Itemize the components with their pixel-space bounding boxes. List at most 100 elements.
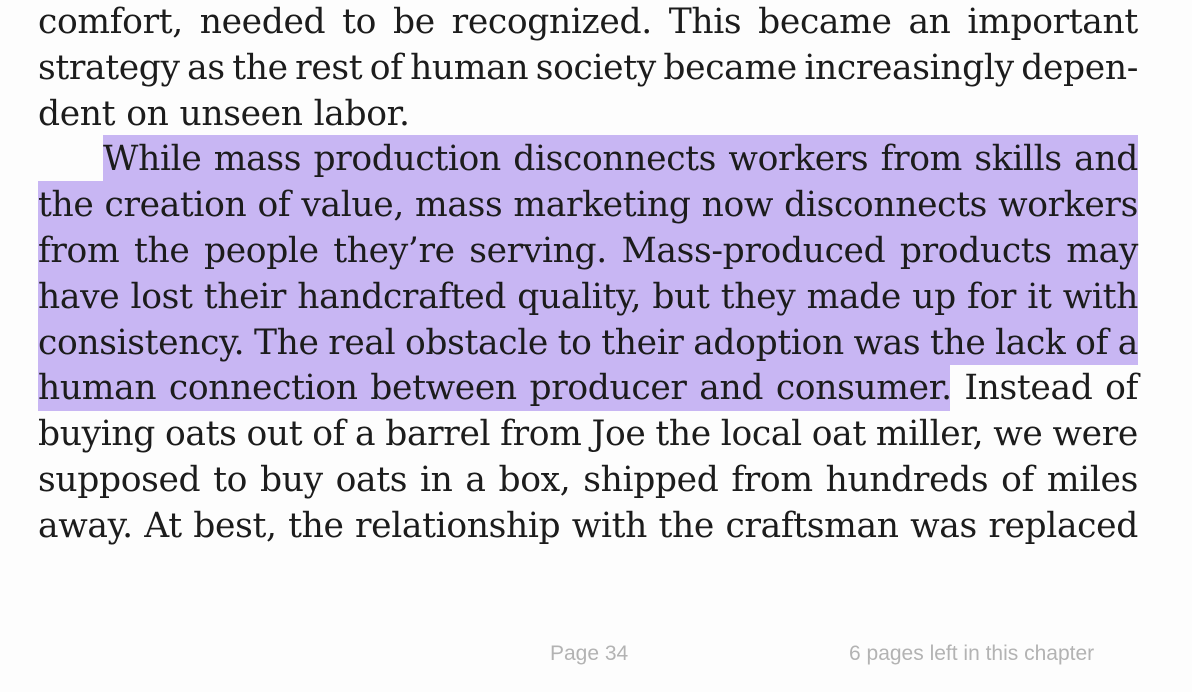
word: oat <box>811 414 867 455</box>
word: in <box>419 459 453 500</box>
page-number: Page 34 <box>550 642 629 665</box>
word: dent <box>38 93 116 134</box>
word: of <box>312 414 346 455</box>
word: workers <box>998 185 1138 226</box>
word: was <box>910 505 977 546</box>
word: from <box>38 230 120 271</box>
word: to <box>213 459 248 500</box>
word: unseen <box>179 93 303 134</box>
word: have <box>38 276 120 317</box>
word: While <box>103 139 202 180</box>
word: Mass-produced <box>621 230 886 271</box>
highlight-line-1[interactable] <box>103 135 1138 181</box>
word: lost <box>130 276 193 317</box>
highlight-line-6[interactable] <box>38 365 950 411</box>
word: the <box>655 414 711 455</box>
text-line: human connection between producer and consume… <box>38 366 1138 412</box>
word: important <box>967 2 1138 42</box>
word: This <box>668 2 742 42</box>
word: of <box>1001 459 1034 500</box>
word: adoption <box>693 322 844 363</box>
word: the <box>133 230 190 271</box>
text-line: comfort, needed to be recognized. This became a… <box>38 0 1138 46</box>
word: from <box>500 414 582 455</box>
word: best, <box>193 505 277 546</box>
word: out <box>246 414 303 455</box>
word: human <box>38 368 157 409</box>
word: people <box>203 230 319 271</box>
text-line: supposed to buy oats in a box, shipped from hundr… <box>38 458 1138 504</box>
word: with <box>1062 276 1139 317</box>
word: from <box>880 139 963 180</box>
text-line: the creation of value, mass marketing now disco… <box>38 183 1138 229</box>
word: the <box>288 505 344 546</box>
word: box, <box>498 459 571 500</box>
word: shipped <box>583 459 719 500</box>
word: mass <box>213 139 302 180</box>
word: of <box>1105 368 1138 409</box>
word: handcrafted <box>297 276 507 317</box>
text-line: from the people they’re serving. Mass-produce… <box>38 229 1138 275</box>
word: to <box>557 322 592 363</box>
word: became <box>663 47 797 88</box>
word: made <box>806 276 902 317</box>
word: serving. <box>469 230 607 271</box>
word: may <box>1066 230 1138 271</box>
word: of <box>369 47 403 88</box>
word: be <box>392 2 435 42</box>
text-line: While mass production disconnects workers fro… <box>38 137 1138 183</box>
highlight-line-4[interactable] <box>38 273 1138 319</box>
word: the <box>38 185 94 226</box>
word: but <box>652 276 710 317</box>
word: buying <box>38 414 156 455</box>
word: society <box>535 47 657 88</box>
text-line: strategy as the rest of human society became inc… <box>38 46 1138 92</box>
word: consumer. <box>775 368 952 409</box>
word: their <box>203 276 287 317</box>
word: a <box>465 459 486 500</box>
word: their <box>601 322 684 363</box>
word: connection <box>168 368 358 409</box>
text-lines: comfort, needed to be recognized. This became a… <box>38 0 1138 550</box>
word: with <box>571 505 648 546</box>
word: craftsman <box>725 505 899 546</box>
word: skills <box>974 139 1062 180</box>
word: miles <box>1046 459 1139 500</box>
word: supposed <box>38 459 201 500</box>
word: lack <box>995 322 1066 363</box>
word: workers <box>728 139 869 180</box>
word: disconnects <box>513 139 717 180</box>
word: of <box>257 185 291 226</box>
word: on <box>126 93 169 134</box>
highlight-line-3[interactable] <box>38 227 1138 273</box>
highlight-line-2[interactable] <box>38 181 1138 227</box>
text-line: dent on unseen labor. <box>38 92 1138 138</box>
highlight-line-5[interactable] <box>38 319 1138 365</box>
word: a <box>1117 322 1139 363</box>
word: became <box>758 2 892 42</box>
word: strategy <box>38 47 180 88</box>
word: real <box>328 322 396 363</box>
word: comfort, <box>38 2 183 42</box>
word: they’re <box>333 230 455 271</box>
word: At <box>144 505 182 546</box>
word: producer <box>529 368 687 409</box>
word: to <box>342 2 377 42</box>
word: mass <box>415 185 503 226</box>
word: from <box>731 459 813 500</box>
word: needed <box>199 2 326 42</box>
word: rest <box>295 47 363 88</box>
word: human <box>410 47 529 88</box>
word: miller, <box>875 414 984 455</box>
word: products <box>899 230 1052 271</box>
word: The <box>253 322 319 363</box>
word: were <box>1052 414 1138 455</box>
word: up <box>912 276 956 317</box>
word: production <box>313 139 501 180</box>
word: an <box>908 2 951 42</box>
word: we <box>993 414 1043 455</box>
word: for <box>967 276 1017 317</box>
word: the <box>929 322 986 363</box>
word: away. <box>38 505 133 546</box>
word: between <box>370 368 517 409</box>
